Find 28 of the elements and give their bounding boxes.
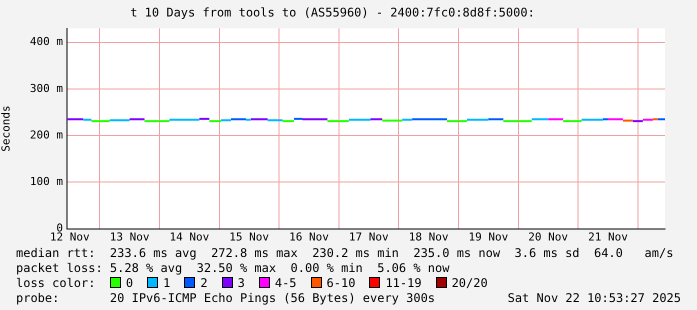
x-tick-label: 14 Nov bbox=[170, 230, 210, 244]
y-tick-label: 200 m bbox=[30, 128, 64, 142]
legend-title: loss color: bbox=[16, 276, 96, 290]
y-tick-label: 100 m bbox=[30, 175, 64, 188]
legend-label: 4-5 bbox=[274, 276, 297, 290]
x-tick-label: 18 Nov bbox=[408, 230, 449, 244]
legend-label: 11-19 bbox=[384, 276, 422, 290]
legend-label: 20/20 bbox=[450, 276, 488, 290]
text: probe: 20 IPv6-ICMP Echo Pings (56 Bytes) every 300s bbox=[16, 291, 436, 305]
y-axis-title: Seconds bbox=[0, 105, 12, 152]
legend-label: 1 bbox=[162, 276, 170, 290]
y-tick-label: 400 m bbox=[30, 35, 64, 48]
text: packet loss: 5.28 % avg 32.50 % max 0.00 % min 5.06 % now bbox=[16, 261, 450, 276]
x-tick-label: 16 Nov bbox=[289, 230, 330, 244]
legend-label: 0 bbox=[124, 276, 134, 290]
legend-label: 2 bbox=[199, 276, 208, 290]
x-tick-label: 17 Nov bbox=[348, 230, 390, 244]
legend-label: 6-10 bbox=[326, 276, 356, 290]
y-tick-label: 300 m bbox=[30, 82, 64, 95]
x-tick-label: 19 Nov bbox=[468, 230, 509, 244]
x-tick-label: 21 Nov bbox=[588, 230, 628, 244]
x-tick-label: 20 Nov bbox=[528, 230, 568, 244]
text: Sat Nov 22 10:53:27 2025 bbox=[508, 291, 681, 306]
x-tick-label: 13 Nov bbox=[110, 230, 150, 244]
x-tick-label: 15 Nov bbox=[229, 230, 270, 244]
legend-label: 3 bbox=[236, 276, 245, 290]
chart-title: t 10 Days from tools to (AS55960) - 2400:7fc0:8d8f:5000: bbox=[130, 5, 535, 20]
text: median rtt: 233.6 ms avg 272.8 ms max 230.2 ms min 235.0 ms now 3.6 ms sd 64.0 am/s bbox=[16, 246, 674, 261]
